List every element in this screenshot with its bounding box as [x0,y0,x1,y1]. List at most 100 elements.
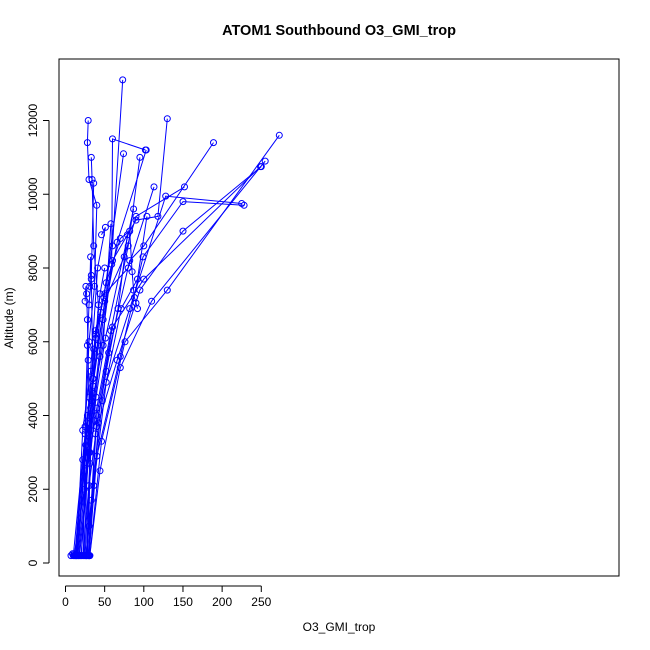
series-line [88,166,262,556]
data-point [86,459,94,467]
data-point [100,294,108,301]
data-point [83,139,91,147]
data-point [87,253,95,261]
profile-series [81,205,138,560]
data-point [140,242,148,250]
data-point [101,297,109,305]
y-tick-label: 8000 [26,254,40,281]
series-line [85,216,148,556]
y-tick-label: 10000 [26,177,40,211]
data-point [96,290,104,298]
plot-frame [58,58,620,577]
x-tick-label: 250 [251,595,271,609]
data-point [136,153,144,161]
y-tick-label: 0 [26,559,40,566]
data-point [109,323,116,331]
y-tick-label: 12000 [26,103,40,137]
data-point [179,227,187,235]
data-point [136,286,144,294]
data-point [87,397,95,405]
series-line [84,208,135,556]
data-point [90,242,98,250]
data-point [210,139,217,147]
profile-series [80,253,95,560]
data-point [114,305,122,313]
data-point [120,150,127,158]
data-point [163,115,171,123]
data-point [87,275,95,283]
x-tick-label: 50 [98,595,112,609]
y-tick-label: 6000 [26,328,40,355]
x-axis: 0 50 100 150 200 250 [62,585,272,609]
data-point [79,426,87,434]
data-point [163,286,171,294]
data-point [93,423,101,431]
data-point [79,552,87,560]
data-point [96,467,104,475]
series-line [84,286,91,556]
data-point [148,297,156,305]
data-point [81,297,89,305]
data-point [85,301,93,309]
data-point [130,205,138,213]
data-point [91,327,99,335]
data-point [113,238,121,246]
data-point [81,423,89,431]
y-tick-label: 2000 [26,476,40,503]
data-point [98,231,105,239]
data-point [84,117,92,124]
data-point [83,341,91,349]
data-point [101,334,109,342]
data-point [90,179,98,187]
data-point [238,200,246,207]
data-point [83,316,91,324]
data-point [275,131,283,139]
data-point [109,135,116,143]
data-point [261,157,269,165]
series-line [89,135,280,556]
data-point [86,448,94,456]
data-point [94,264,102,272]
series-line [88,166,261,556]
x-axis-label: O3_GMI_trop [303,620,376,634]
profile-series [80,264,109,560]
series-line [89,160,266,556]
data-point [132,212,140,220]
data-point [128,268,136,276]
data-point [150,183,158,191]
series-line [83,256,92,556]
series-line [83,267,106,556]
x-tick-label: 0 [62,595,69,609]
data-point [121,338,129,346]
data-point [88,176,96,183]
data-point [86,282,94,290]
data-point [81,552,89,560]
series-line [86,186,185,556]
x-tick-label: 200 [212,595,232,609]
y-axis-label: Altitude (m) [2,287,16,348]
series-layer [67,76,283,560]
data-point [99,341,107,349]
series-line [80,223,112,556]
data-point [119,76,127,84]
series-line [76,227,106,556]
y-axis: 0 2000 4000 6000 8000 10000 12000 [26,103,50,566]
data-point [82,282,90,290]
data-point [126,305,134,313]
data-point [126,257,134,265]
data-point [134,275,141,283]
data-point [162,192,170,200]
chart-title: ATOM1 Southbound O3_GMI_trop [222,23,456,39]
data-point [116,353,124,360]
data-point [141,146,149,154]
data-point [134,305,141,313]
data-point [179,198,187,206]
series-line [74,157,99,556]
data-point [87,153,95,161]
x-tick-label: 100 [134,595,154,609]
data-point [102,367,110,375]
data-point [181,183,188,191]
data-point [143,212,151,220]
data-point [93,201,101,209]
